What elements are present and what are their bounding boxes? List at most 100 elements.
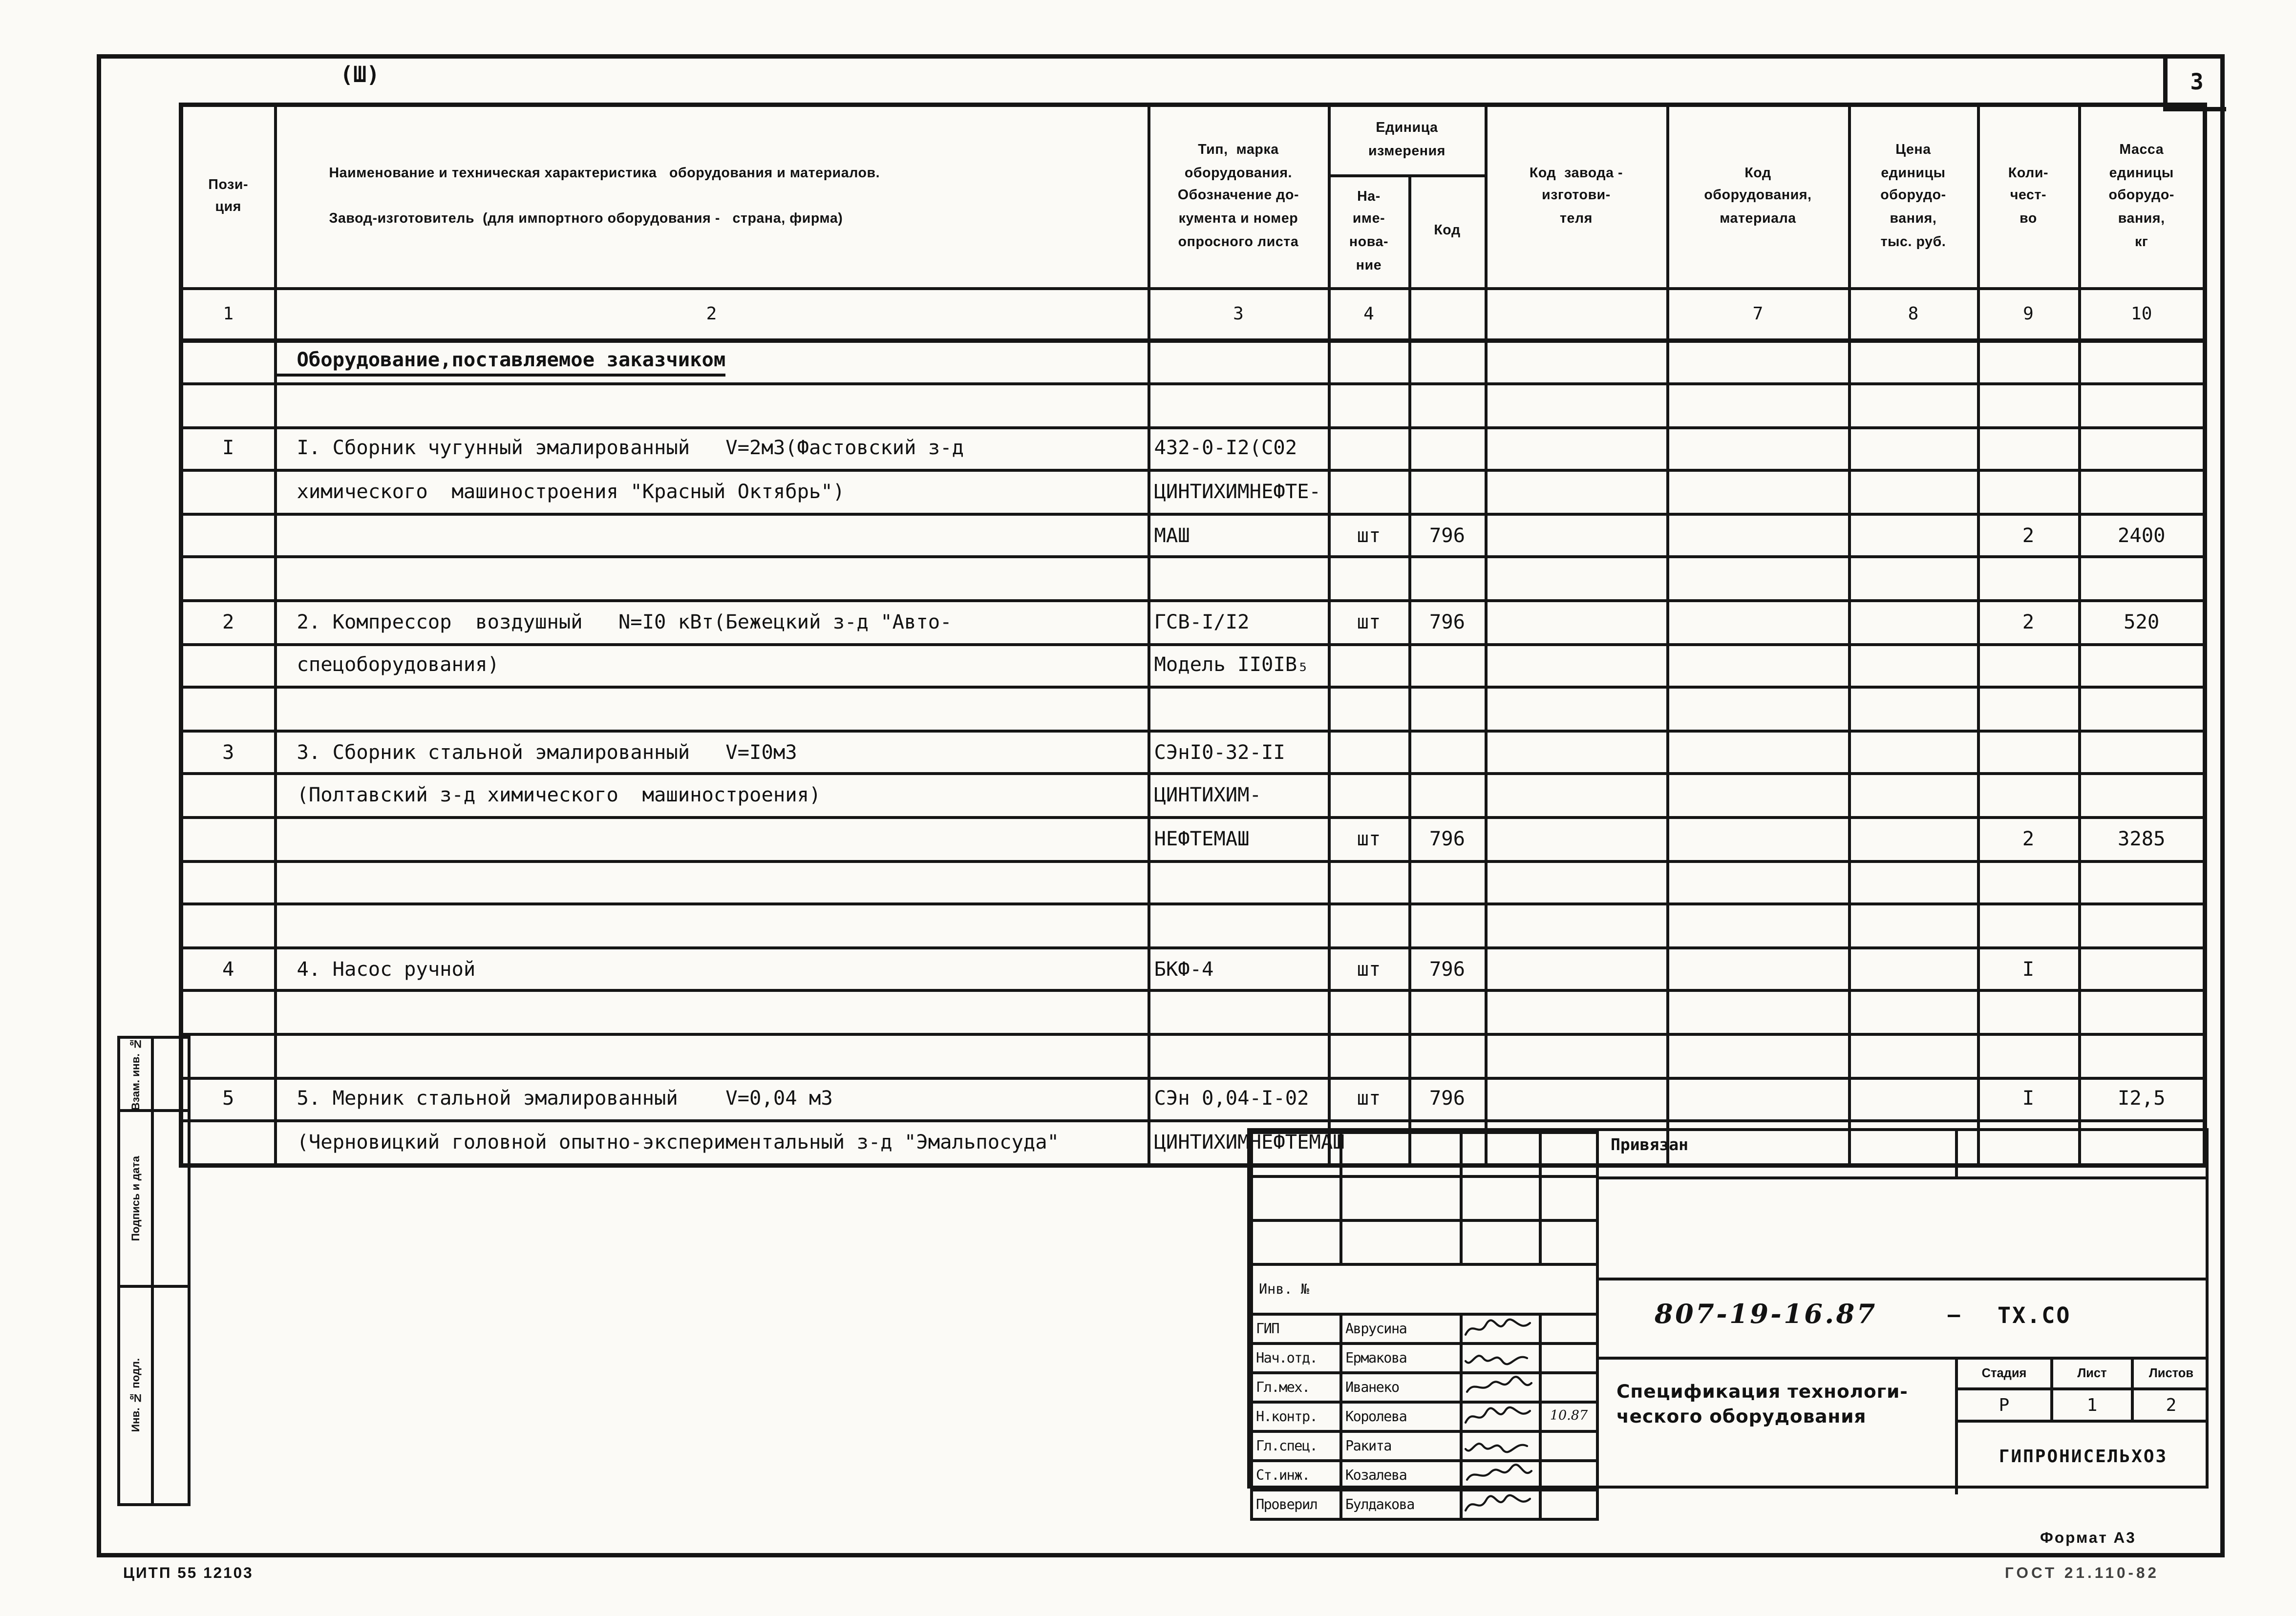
cell-qty: I (1976, 946, 2081, 993)
cell-type: ГСВ-I/I2 (1147, 599, 1330, 646)
signature-date (1539, 1459, 1599, 1491)
revision-row (1250, 1131, 1599, 1178)
cell-pos (179, 1119, 276, 1167)
cell-factory-code (1484, 686, 1669, 733)
cell-qty (1976, 1119, 2081, 1167)
page-number: 3 (2190, 69, 2204, 95)
cell-name: 3. Сборник стальной эмалированный V=I0м3 (273, 729, 1150, 776)
header-type: Тип, марка оборудования. Обозначение до-… (1147, 103, 1330, 290)
cell-factory-code (1484, 902, 1669, 949)
cell-mass (2077, 859, 2207, 906)
signature-role: Нач.отд. (1250, 1342, 1342, 1374)
cell-unit-code (1407, 338, 1487, 386)
cell-price (1847, 902, 1979, 949)
cell-equip-code (1665, 643, 1850, 689)
signature-name: Королева (1339, 1401, 1463, 1433)
signature-date (1539, 1342, 1599, 1374)
cell-pos: 3 (179, 729, 276, 776)
cell-pos (179, 816, 276, 862)
cell-unit-name (1327, 686, 1411, 733)
signature-row: Гл.мех. Иванеко (1250, 1371, 1599, 1404)
cell-name: химического машиностроения "Красный Октя… (273, 469, 1150, 516)
cell-unit-code (1407, 729, 1487, 776)
cell-pos (179, 338, 276, 386)
document-code: ТХ.СО (1998, 1302, 2071, 1329)
signature-date (1539, 1430, 1599, 1462)
table-row (179, 859, 2207, 906)
sheets-value: 2 (2166, 1395, 2177, 1415)
signature-row: Ст.инж. Козалева (1250, 1459, 1599, 1491)
cell-pos: 5 (179, 1076, 276, 1123)
cell-price (1847, 989, 1979, 1036)
cell-type (1147, 1033, 1330, 1079)
cell-price (1847, 946, 1979, 993)
signature-scribble (1460, 1371, 1542, 1404)
cell-unit-code (1407, 902, 1487, 949)
signature-name: Аврусина (1339, 1313, 1463, 1345)
stage-label: Стадия (1958, 1360, 2053, 1387)
revision-row (1250, 1219, 1599, 1266)
header-mass: Масса единицы оборудо- вания, кг (2077, 103, 2207, 290)
cell-type: БКФ-4 (1147, 946, 1330, 993)
sheet-value: 1 (2053, 1390, 2134, 1420)
header-name: Наименование и техническая характеристик… (273, 103, 1150, 290)
signature-scribble (1460, 1313, 1542, 1345)
attached-note: Привязан (1611, 1135, 1688, 1154)
cell-price (1847, 773, 1979, 819)
table-row (179, 989, 2207, 1036)
cell-mass: 3285 (2077, 816, 2207, 862)
cell-name (273, 382, 1150, 429)
cell-qty (1976, 686, 2081, 733)
cell-unit-name: шт (1327, 1076, 1411, 1123)
cell-pos (179, 556, 276, 603)
header-unit-code: Код (1407, 173, 1487, 290)
cell-name (273, 859, 1150, 906)
cell-type (1147, 859, 1330, 906)
signature-name: Иванеко (1339, 1371, 1463, 1404)
signature-scribble (1460, 1342, 1542, 1374)
cell-factory-code (1484, 426, 1669, 472)
cell-name: 5. Мерник стальной эмалированный V=0,04 … (273, 1076, 1150, 1123)
signature-date (1539, 1489, 1599, 1521)
header-unit-group: Единица измерения (1327, 103, 1487, 177)
table-row: спецоборудования) Модель II0IВ₅ (179, 643, 2207, 689)
inventory-label: Инв. № (1250, 1263, 1599, 1316)
table-row (179, 902, 2207, 949)
cell-equip-code (1665, 729, 1850, 776)
table-row: химического машиностроения "Красный Октя… (179, 469, 2207, 516)
stamp-label-cell: Инв. № подл. (120, 1288, 154, 1503)
cell-factory-code (1484, 338, 1669, 386)
cell-factory-code (1484, 989, 1669, 1036)
cell-type: ЦИНТИХИМ- (1147, 773, 1330, 819)
cell-qty (1976, 859, 2081, 906)
cell-qty (1976, 773, 2081, 819)
cell-pos (179, 1033, 276, 1079)
document-number: 807-19-16.87 (1655, 1300, 1877, 1330)
format-note: Формат А3 (2040, 1530, 2136, 1547)
cell-mass (2077, 1119, 2207, 1167)
cell-factory-code (1484, 469, 1669, 516)
cell-type: ЦИНТИХИМНЕФТЕ- (1147, 469, 1330, 516)
cell-price (1847, 599, 1979, 646)
frame-left-line (97, 54, 101, 1557)
stamp-row: Взам. инв. № (120, 1037, 188, 1112)
empty-band (1599, 1179, 2206, 1280)
cell-unit-code (1407, 556, 1487, 603)
cell-equip-code (1665, 512, 1850, 559)
cell-pos (179, 382, 276, 429)
stamp-label-cell: Подпись и дата (120, 1112, 154, 1285)
cell-name: 2. Компрессор воздушный N=I0 кВт(Бежецки… (273, 599, 1150, 646)
cell-price (1847, 729, 1979, 776)
cell-unit-code (1407, 643, 1487, 689)
cell-factory-code (1484, 556, 1669, 603)
cell-equip-code (1665, 382, 1850, 429)
stamp-label-cell: Взам. инв. № (120, 1037, 154, 1111)
cell-unit-code (1407, 686, 1487, 733)
cell-pos (179, 989, 276, 1036)
cell-type (1147, 382, 1330, 429)
signature-role: Н.контр. (1250, 1401, 1342, 1433)
cell-equip-code (1665, 556, 1850, 603)
signature-role: Проверил (1250, 1489, 1342, 1521)
signature-name: Ермакова (1339, 1342, 1463, 1374)
cell-unit-name: шт (1327, 816, 1411, 862)
